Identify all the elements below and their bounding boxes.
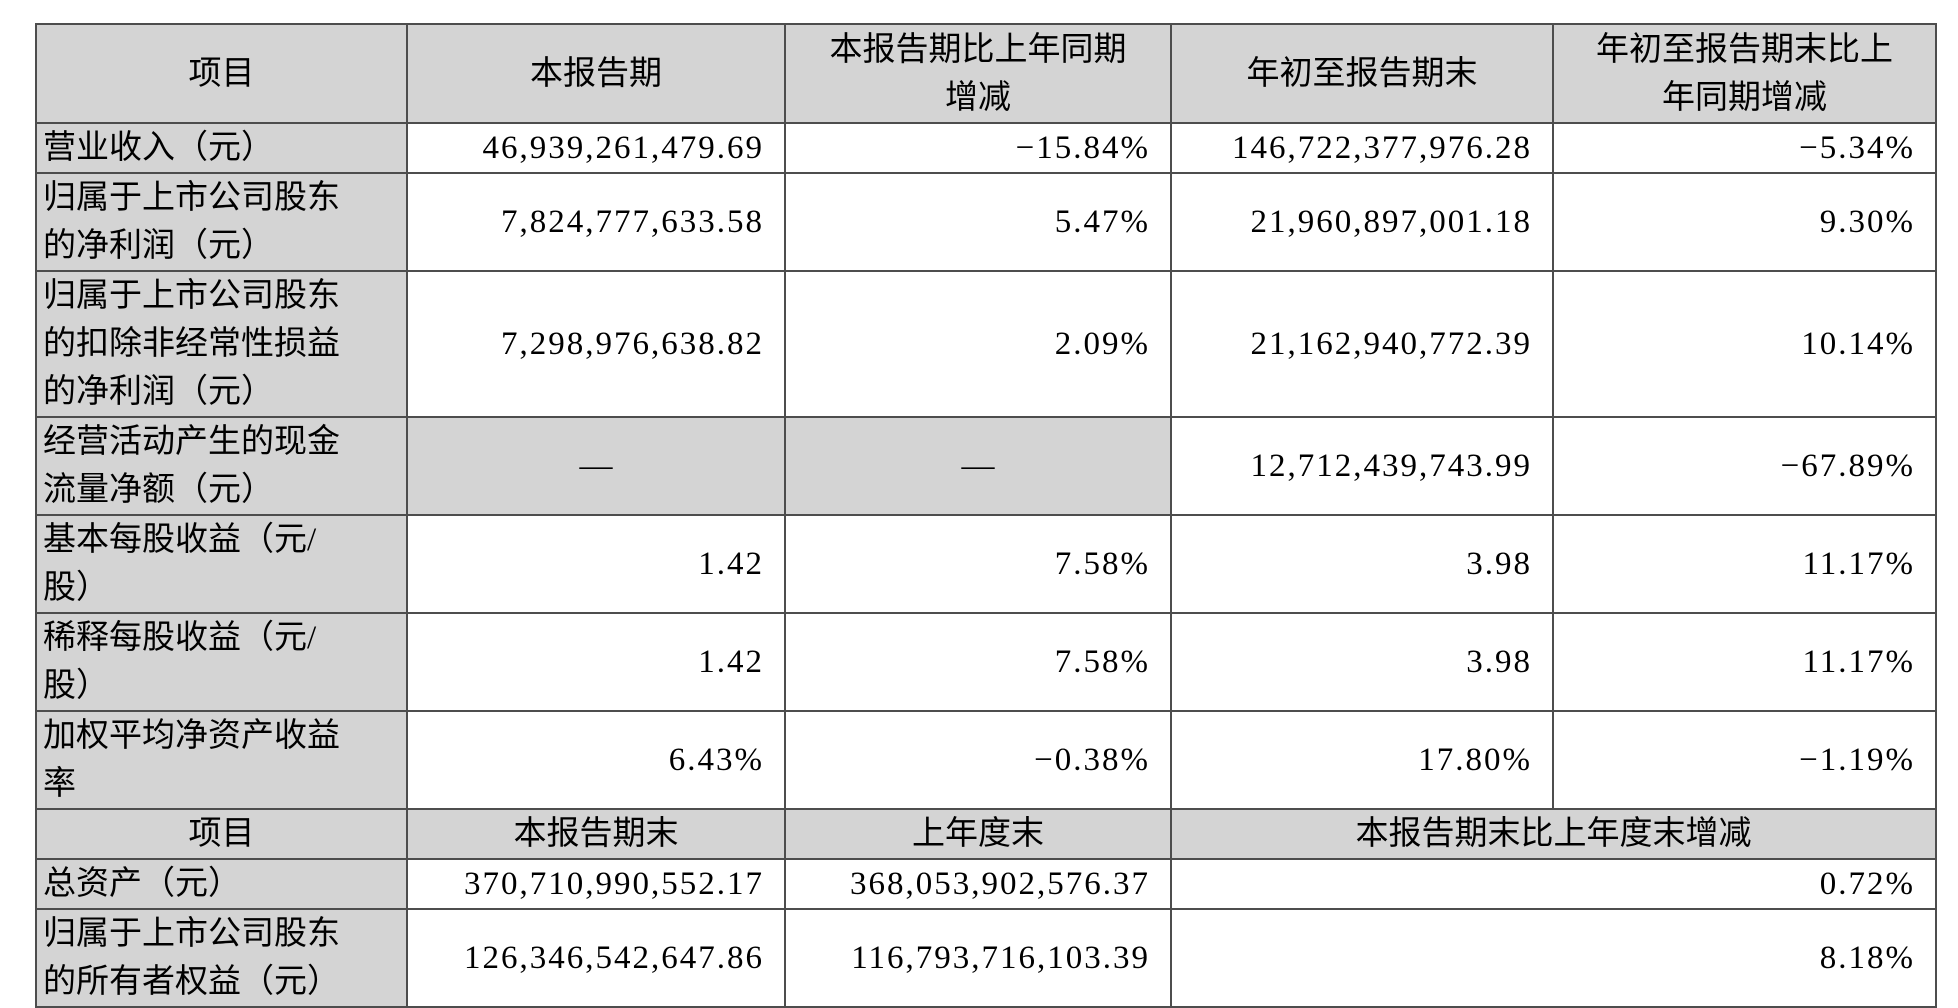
row-label: 总资产（元） [35, 858, 408, 910]
cell-year-to-date: 3.98 [1170, 514, 1554, 614]
table-row-weighted-avg-roe: 加权平均净资产收益 率 6.43% −0.38% 17.80% −1.19% [35, 710, 1937, 810]
cell-year-to-date: 21,960,897,001.18 [1170, 172, 1554, 272]
cell-current-period: 7,824,777,633.58 [406, 172, 786, 272]
table-row-net-profit-excl-nonrecurring: 归属于上市公司股东 的扣除非经常性损益 的净利润（元） 7,298,976,63… [35, 270, 1937, 418]
table-row-operating-cash-flow: 经营活动产生的现金 流量净额（元） — — 12,712,439,743.99 … [35, 416, 1937, 516]
cell-ytd-yoy-change: 11.17% [1552, 514, 1937, 614]
cell-ytd-yoy-change: −5.34% [1552, 122, 1937, 174]
cell-ytd-yoy-change: 10.14% [1552, 270, 1937, 418]
cell-yoy-change-empty: — [784, 416, 1172, 516]
col-header-item: 项目 [35, 23, 408, 124]
cell-last-year-end: 368,053,902,576.37 [784, 858, 1172, 910]
col-header-period-end: 本报告期末 [406, 808, 786, 860]
cell-yoy-change: 7.58% [784, 612, 1172, 712]
row-label: 基本每股收益（元/ 股） [35, 514, 408, 614]
cell-ytd-yoy-change: 11.17% [1552, 612, 1937, 712]
cell-yoy-change: −15.84% [784, 122, 1172, 174]
col-header-current-period: 本报告期 [406, 23, 786, 124]
cell-year-to-date: 21,162,940,772.39 [1170, 270, 1554, 418]
table-row-net-profit: 归属于上市公司股东 的净利润（元） 7,824,777,633.58 5.47%… [35, 172, 1937, 272]
col-header-yoy-change: 本报告期比上年同期 增减 [784, 23, 1172, 124]
row-label: 稀释每股收益（元/ 股） [35, 612, 408, 712]
table-row-total-assets: 总资产（元） 370,710,990,552.17 368,053,902,57… [35, 858, 1937, 910]
cell-current-period: 1.42 [406, 514, 786, 614]
cell-last-year-end: 116,793,716,103.39 [784, 908, 1172, 1008]
cell-period-end: 126,346,542,647.86 [406, 908, 786, 1008]
cell-ytd-yoy-change: −67.89% [1552, 416, 1937, 516]
section1-header-row: 项目 本报告期 本报告期比上年同期 增减 年初至报告期末 年初至报告期末比上 年… [35, 23, 1937, 124]
row-label: 归属于上市公司股东 的所有者权益（元） [35, 908, 408, 1008]
cell-yoy-change: 2.09% [784, 270, 1172, 418]
col-header-period-end-change: 本报告期末比上年度末增减 [1170, 808, 1937, 860]
table-row-shareholders-equity: 归属于上市公司股东 的所有者权益（元） 126,346,542,647.86 1… [35, 908, 1937, 1008]
cell-year-to-date: 12,712,439,743.99 [1170, 416, 1554, 516]
cell-year-to-date: 17.80% [1170, 710, 1554, 810]
table-row-revenue: 营业收入（元） 46,939,261,479.69 −15.84% 146,72… [35, 122, 1937, 174]
row-label: 归属于上市公司股东 的净利润（元） [35, 172, 408, 272]
cell-yoy-change: 7.58% [784, 514, 1172, 614]
col-header-ytd-yoy-change: 年初至报告期末比上 年同期增减 [1552, 23, 1937, 124]
cell-year-to-date: 3.98 [1170, 612, 1554, 712]
cell-period-end: 370,710,990,552.17 [406, 858, 786, 910]
cell-current-period: 7,298,976,638.82 [406, 270, 786, 418]
row-label: 加权平均净资产收益 率 [35, 710, 408, 810]
cell-current-period: 46,939,261,479.69 [406, 122, 786, 174]
cell-year-to-date: 146,722,377,976.28 [1170, 122, 1554, 174]
cell-yoy-change: −0.38% [784, 710, 1172, 810]
table-row-diluted-eps: 稀释每股收益（元/ 股） 1.42 7.58% 3.98 11.17% [35, 612, 1937, 712]
cell-current-period: 6.43% [406, 710, 786, 810]
cell-ytd-yoy-change: −1.19% [1552, 710, 1937, 810]
section2-header-row: 项目 本报告期末 上年度末 本报告期末比上年度末增减 [35, 808, 1937, 860]
row-label: 归属于上市公司股东 的扣除非经常性损益 的净利润（元） [35, 270, 408, 418]
financial-summary-table: 项目 本报告期 本报告期比上年同期 增减 年初至报告期末 年初至报告期末比上 年… [35, 23, 1937, 1008]
col-header-year-to-date: 年初至报告期末 [1170, 23, 1554, 124]
cell-current-period-empty: — [406, 416, 786, 516]
col-header-item-2: 项目 [35, 808, 408, 860]
row-label: 经营活动产生的现金 流量净额（元） [35, 416, 408, 516]
table-row-basic-eps: 基本每股收益（元/ 股） 1.42 7.58% 3.98 11.17% [35, 514, 1937, 614]
col-header-last-year-end: 上年度末 [784, 808, 1172, 860]
cell-current-period: 1.42 [406, 612, 786, 712]
row-label: 营业收入（元） [35, 122, 408, 174]
cell-period-end-change: 8.18% [1170, 908, 1937, 1008]
cell-yoy-change: 5.47% [784, 172, 1172, 272]
cell-ytd-yoy-change: 9.30% [1552, 172, 1937, 272]
cell-period-end-change: 0.72% [1170, 858, 1937, 910]
